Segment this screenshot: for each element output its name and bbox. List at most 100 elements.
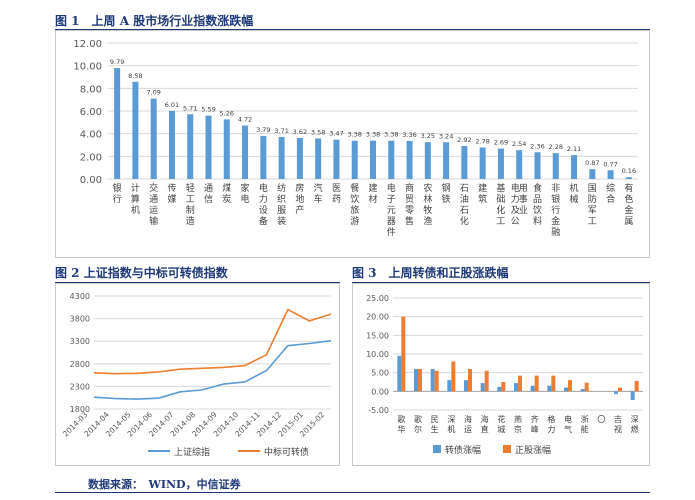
- x-category-char: 媒: [167, 194, 176, 205]
- data-label: 5.26: [220, 109, 234, 117]
- x-category-char: 城: [497, 425, 505, 434]
- y-tick-label: 2.00: [80, 152, 102, 163]
- x-category-char: 算: [131, 193, 140, 205]
- bar: [447, 380, 452, 392]
- x-category-char: 商: [405, 182, 414, 194]
- x-category-char: 牧: [423, 204, 432, 216]
- y-tick-label: 25.00: [366, 294, 389, 303]
- x-category-char: 通: [204, 183, 213, 194]
- x-category-char: 材: [368, 193, 377, 205]
- figure1-rule: [55, 29, 650, 30]
- data-label: 2.11: [567, 145, 581, 153]
- bar: [451, 361, 456, 392]
- legend-swatch: [433, 445, 441, 453]
- bar: [223, 119, 230, 179]
- y-tick-label: 8.00: [80, 84, 102, 95]
- x-category-char: 电: [241, 193, 250, 205]
- x-category-char: 公: [511, 216, 520, 227]
- x-category-char: 化: [460, 215, 469, 227]
- x-category-char: 械: [570, 193, 579, 205]
- data-label: 2.78: [475, 137, 489, 145]
- x-category-char: 食: [533, 182, 542, 194]
- bar: [468, 368, 472, 392]
- x-category-char: 燃: [631, 424, 639, 434]
- legend-label: 上证综指: [174, 446, 210, 458]
- figure2-panel: 1800 2300 2800 3300 3800 4300 2014-03 2014-04 20…: [55, 283, 340, 466]
- x-category-char: 机: [131, 204, 140, 216]
- y-tick-label: 15.00: [366, 331, 389, 340]
- x-category-char: 元: [387, 206, 396, 216]
- x-category-char: 建: [368, 182, 377, 194]
- x-category-char: 石: [460, 184, 469, 194]
- x-category-char: 深: [631, 415, 639, 424]
- figure3-panel: -5.00 0.00 5.00 10.00 15.00 20.00 25.00 歌华歌尔民生深…: [352, 283, 650, 466]
- y-tick-label: 5.00: [371, 369, 389, 378]
- x-category-char: 轻: [186, 182, 195, 194]
- data-label: 7.09: [146, 89, 160, 97]
- data-label: 3.38: [384, 131, 398, 139]
- x-category-char: 铁: [442, 193, 451, 205]
- y-tick-label: 10.00: [366, 350, 389, 359]
- x-category-char: 有: [624, 182, 633, 194]
- figure2-title: 图 2 上证指数与中标可转债指数: [55, 266, 228, 280]
- legend-swatch: [503, 445, 511, 453]
- y-tick-label: 1800: [70, 405, 90, 414]
- figure2-rule: [55, 282, 340, 283]
- x-category-char: 工: [186, 195, 195, 205]
- x-category-char: 计: [131, 182, 140, 194]
- x-category-char: 非: [551, 182, 560, 194]
- data-label: 3.38: [347, 131, 361, 139]
- x-category-char: 力: [511, 193, 520, 205]
- x-category-char: 化: [496, 204, 505, 216]
- x-category-char: 筑: [478, 193, 487, 205]
- data-label: 8.58: [128, 72, 142, 80]
- x-category-char: 格: [547, 414, 555, 424]
- data-label: 3.71: [274, 127, 288, 135]
- x-category-char: 电: [259, 182, 268, 194]
- x-category-char: 生: [431, 424, 439, 434]
- data-label: 5.71: [183, 104, 197, 112]
- x-category-char: 器: [387, 216, 396, 227]
- x-category-char: 品: [533, 194, 542, 205]
- bar: [278, 136, 285, 179]
- data-label: 3.25: [421, 132, 435, 140]
- y-tick-label: 3800: [70, 315, 90, 324]
- bar: [514, 383, 518, 392]
- x-category-char: 京: [514, 424, 522, 434]
- y-tick-label: 4.00: [80, 130, 102, 141]
- bar: [584, 382, 589, 392]
- x-category-char: 造: [186, 215, 195, 227]
- x-category-char: 装: [277, 215, 286, 227]
- bar: [114, 68, 121, 179]
- bar: [552, 153, 559, 179]
- x-category-char: 饮: [350, 193, 359, 205]
- bar: [464, 380, 468, 392]
- data-label: 2.54: [512, 140, 526, 148]
- x-category-char: 合: [606, 193, 615, 205]
- bar: [497, 386, 502, 392]
- x-category-char: 设: [259, 205, 268, 216]
- x-category-char: 融: [551, 227, 560, 238]
- bar: [634, 380, 639, 392]
- bar: [501, 382, 506, 392]
- series-line: [93, 308, 332, 375]
- bar: [625, 177, 632, 179]
- data-label: 0.16: [622, 167, 636, 175]
- x-category-char: 旅: [350, 204, 359, 216]
- x-category-char: 工: [588, 217, 597, 227]
- data-label: 0.77: [603, 160, 617, 168]
- data-label: 4.72: [238, 116, 252, 124]
- bar: [551, 375, 556, 392]
- x-category-char: 车: [314, 193, 323, 205]
- x-category-char: 深: [447, 415, 455, 424]
- x-category-char: 歌: [397, 414, 405, 424]
- x-category-char: 行: [551, 204, 560, 216]
- x-category-char: 服: [277, 205, 286, 216]
- figure3-rule: [352, 282, 650, 283]
- x-category-char: 力: [259, 193, 268, 205]
- bar: [518, 375, 522, 392]
- bar: [443, 142, 450, 179]
- x-category-char: 海: [464, 414, 472, 424]
- bar: [397, 355, 402, 392]
- figure1-title: 图 1 上周 A 股市场行业指数涨跌幅: [55, 14, 254, 28]
